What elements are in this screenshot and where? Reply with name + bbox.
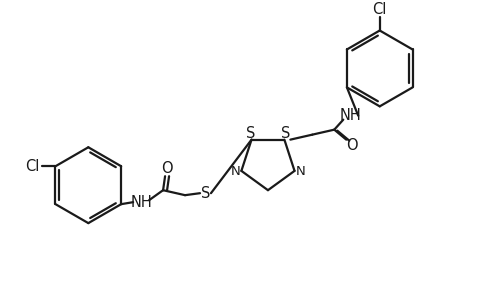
Text: NH: NH — [130, 195, 152, 210]
Text: S: S — [201, 186, 211, 201]
Text: Cl: Cl — [25, 159, 40, 174]
Text: Cl: Cl — [373, 2, 387, 17]
Text: S: S — [246, 126, 255, 141]
Text: N: N — [231, 165, 240, 178]
Text: O: O — [347, 138, 358, 153]
Text: NH: NH — [339, 108, 361, 123]
Text: N: N — [296, 165, 305, 178]
Text: O: O — [161, 161, 173, 176]
Text: S: S — [281, 126, 290, 141]
